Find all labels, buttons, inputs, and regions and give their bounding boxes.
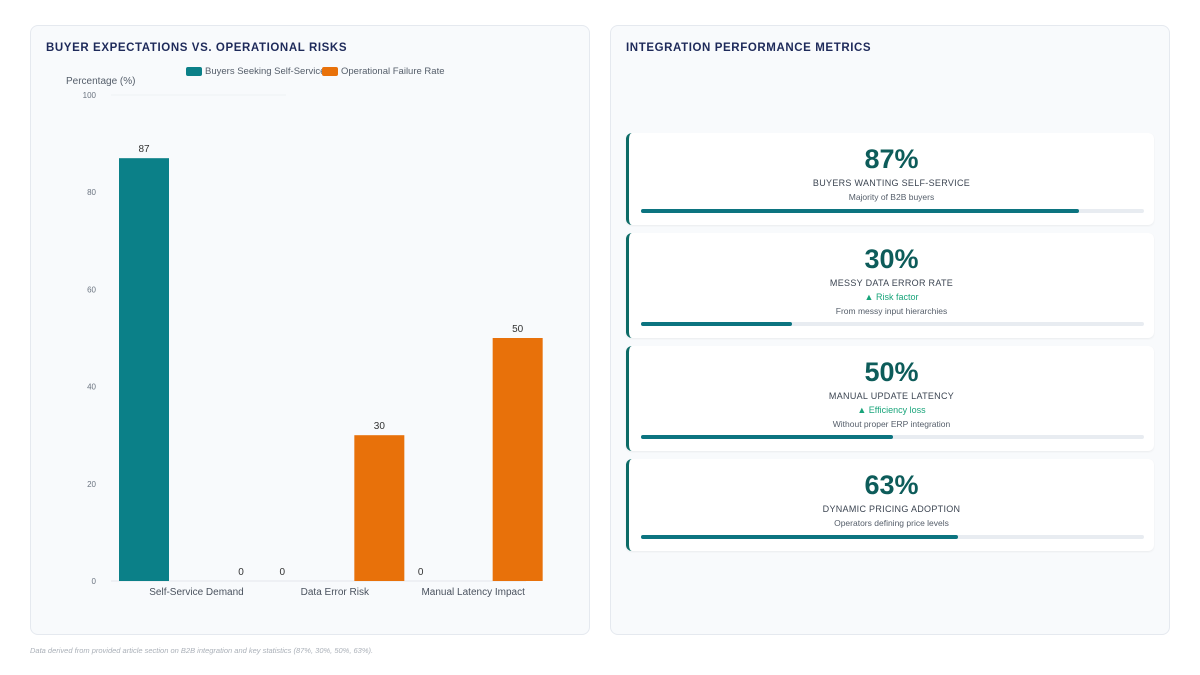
metric-subtext: Operators defining price levels xyxy=(834,518,949,528)
y-tick-label: 20 xyxy=(87,480,96,489)
metric-label: MANUAL UPDATE LATENCY xyxy=(828,391,955,401)
bar-data-label: 50 xyxy=(512,324,524,335)
metric-card-self-service: 87% BUYERS WANTING SELF-SERVICE Majority… xyxy=(626,133,1154,225)
chart-title: BUYER EXPECTATIONS VS. OPERATIONAL RISKS xyxy=(46,42,348,54)
y-axis-title: Percentage (%) xyxy=(66,76,135,87)
progress-fill xyxy=(641,435,893,439)
bar-data-label: 30 xyxy=(374,421,386,432)
progress-track xyxy=(641,322,1144,326)
bar-data-label: 87 xyxy=(138,144,150,155)
bar-operational-failure-rate-1 xyxy=(354,435,405,581)
metric-subtext: From messy input hierarchies xyxy=(835,306,948,316)
trend-indicator: ▲ Efficiency loss xyxy=(857,405,926,415)
legend-label: Buyers Seeking Self-Service xyxy=(205,66,326,77)
bar-data-label: 0 xyxy=(280,567,286,578)
y-tick-label: 60 xyxy=(87,285,96,294)
metric-value: 63% xyxy=(864,470,919,500)
y-tick-label: 100 xyxy=(83,91,97,100)
legend-swatch-teal xyxy=(186,67,202,76)
metric-subtext: Without proper ERP integration xyxy=(832,419,951,429)
metric-label: DYNAMIC PRICING ADOPTION xyxy=(822,504,961,514)
progress-track xyxy=(641,209,1144,213)
progress-fill xyxy=(641,535,958,539)
progress-fill xyxy=(641,322,792,326)
footnote: Data derived from provided article secti… xyxy=(30,646,374,655)
legend-item-self-service[interactable]: Buyers Seeking Self-Service xyxy=(186,66,325,77)
metric-value: 50% xyxy=(864,357,919,387)
metric-card-data-error: 30% MESSY DATA ERROR RATE ▲ Risk factor … xyxy=(626,233,1154,338)
metric-value: 87% xyxy=(864,144,919,174)
trend-indicator: ▲ Risk factor xyxy=(864,292,919,302)
bar-buyers-seeking-self-service-0 xyxy=(119,158,169,581)
metric-label: BUYERS WANTING SELF-SERVICE xyxy=(812,178,971,188)
progress-track xyxy=(641,435,1144,439)
chart-panel: BUYER EXPECTATIONS VS. OPERATIONAL RISKS… xyxy=(30,25,590,635)
metric-value: 30% xyxy=(864,244,919,274)
bar-chart: Percentage (%) 0 20 40 60 80 100 87 0 Self-Servic… xyxy=(66,76,543,598)
y-tick-label: 40 xyxy=(87,383,96,392)
metric-label: MESSY DATA ERROR RATE xyxy=(829,278,954,288)
metrics-panel: INTEGRATION PERFORMANCE METRICS 87% BUYE… xyxy=(610,25,1170,635)
progress-fill xyxy=(641,209,1079,213)
legend-label: Operational Failure Rate xyxy=(341,66,445,77)
metric-card-latency: 50% MANUAL UPDATE LATENCY ▲ Efficiency l… xyxy=(626,346,1154,451)
bar-data-label: 0 xyxy=(238,567,244,578)
x-tick-label: Manual Latency Impact xyxy=(421,587,525,598)
metrics-title: INTEGRATION PERFORMANCE METRICS xyxy=(626,42,872,54)
bar-operational-failure-rate-2 xyxy=(492,338,543,581)
legend-item-failure-rate[interactable]: Operational Failure Rate xyxy=(322,66,445,77)
y-tick-label: 0 xyxy=(92,577,97,586)
x-tick-label: Data Error Risk xyxy=(301,587,370,598)
bar-data-label: 0 xyxy=(418,567,424,578)
y-tick-label: 80 xyxy=(87,188,96,197)
metric-subtext: Majority of B2B buyers xyxy=(848,192,935,202)
legend-swatch-orange xyxy=(322,67,338,76)
x-tick-label: Self-Service Demand xyxy=(149,587,243,598)
metric-card-pricing: 63% DYNAMIC PRICING ADOPTION Operators d… xyxy=(626,459,1154,551)
progress-track xyxy=(641,535,1144,539)
